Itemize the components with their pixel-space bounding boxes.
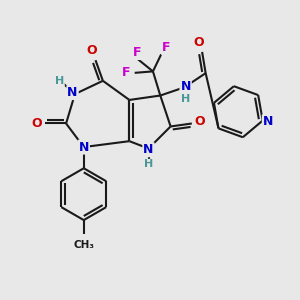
Text: N: N (143, 143, 154, 156)
Text: H: H (144, 159, 153, 170)
Text: O: O (31, 117, 42, 130)
Text: O: O (195, 115, 206, 128)
Text: O: O (87, 44, 97, 57)
Text: H: H (55, 76, 64, 86)
Text: H: H (181, 94, 190, 104)
Text: CH₃: CH₃ (73, 240, 94, 250)
Text: O: O (193, 36, 204, 49)
Text: N: N (263, 115, 273, 128)
Text: F: F (133, 46, 141, 59)
Text: F: F (162, 41, 171, 54)
Text: N: N (68, 86, 78, 99)
Text: N: N (79, 141, 89, 154)
Text: F: F (122, 66, 131, 79)
Text: N: N (180, 80, 191, 93)
